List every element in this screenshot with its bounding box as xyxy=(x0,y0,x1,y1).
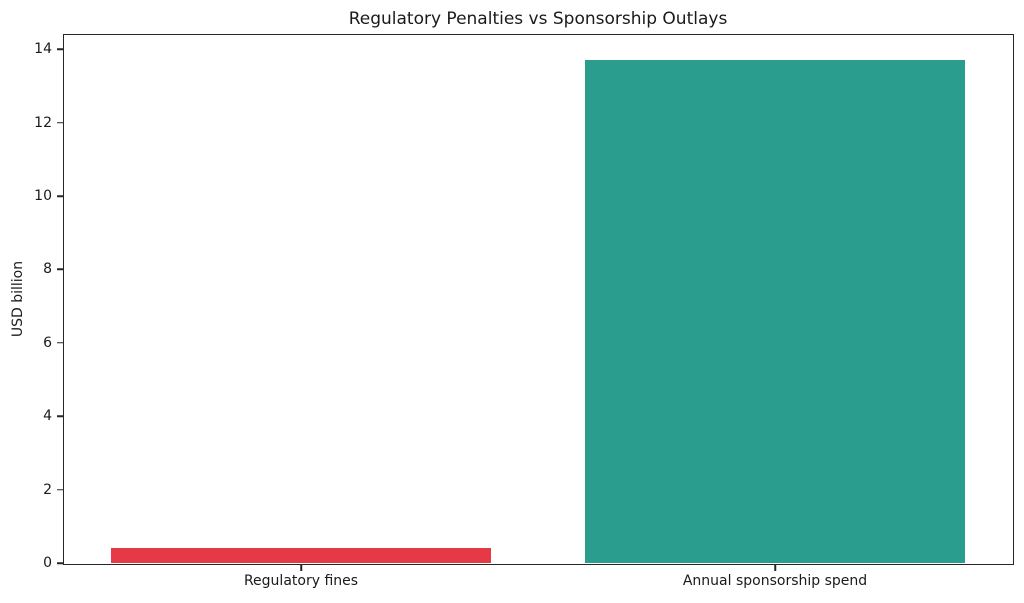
y-tick-mark xyxy=(56,342,63,344)
y-tick-label: 10 xyxy=(34,188,52,205)
x-tick-label: Annual sponsorship spend xyxy=(682,573,868,589)
bar-1 xyxy=(585,60,965,563)
y-tick-label: 14 xyxy=(34,41,52,58)
x-tick-label: Regulatory fines xyxy=(243,573,359,589)
y-tick-mark xyxy=(56,562,63,564)
y-tick-mark xyxy=(56,195,63,197)
y-tick-label: 2 xyxy=(43,481,52,498)
y-tick-label: 4 xyxy=(43,408,52,425)
plot-area: 0 2 4 6 8 10 12 14 Regulatory fines Annual sponso… xyxy=(34,33,1014,589)
y-tick-mark xyxy=(56,415,63,417)
y-axis-label: USD billion xyxy=(10,260,26,338)
bar-0 xyxy=(111,548,491,563)
x-tick-mark xyxy=(774,564,776,571)
x-tick-mark xyxy=(300,564,302,571)
y-tick-label: 8 xyxy=(43,261,52,278)
y-tick-label: 6 xyxy=(43,334,52,351)
y-tick-label: 0 xyxy=(43,555,52,571)
y-tick-mark xyxy=(56,48,63,51)
y-tick-mark xyxy=(56,268,63,271)
y-tick-mark xyxy=(56,121,63,124)
y-tick-label: 12 xyxy=(34,114,52,131)
chart-title: Regulatory Penalties vs Sponsorship Outl… xyxy=(348,9,728,29)
y-tick-mark xyxy=(56,488,63,491)
